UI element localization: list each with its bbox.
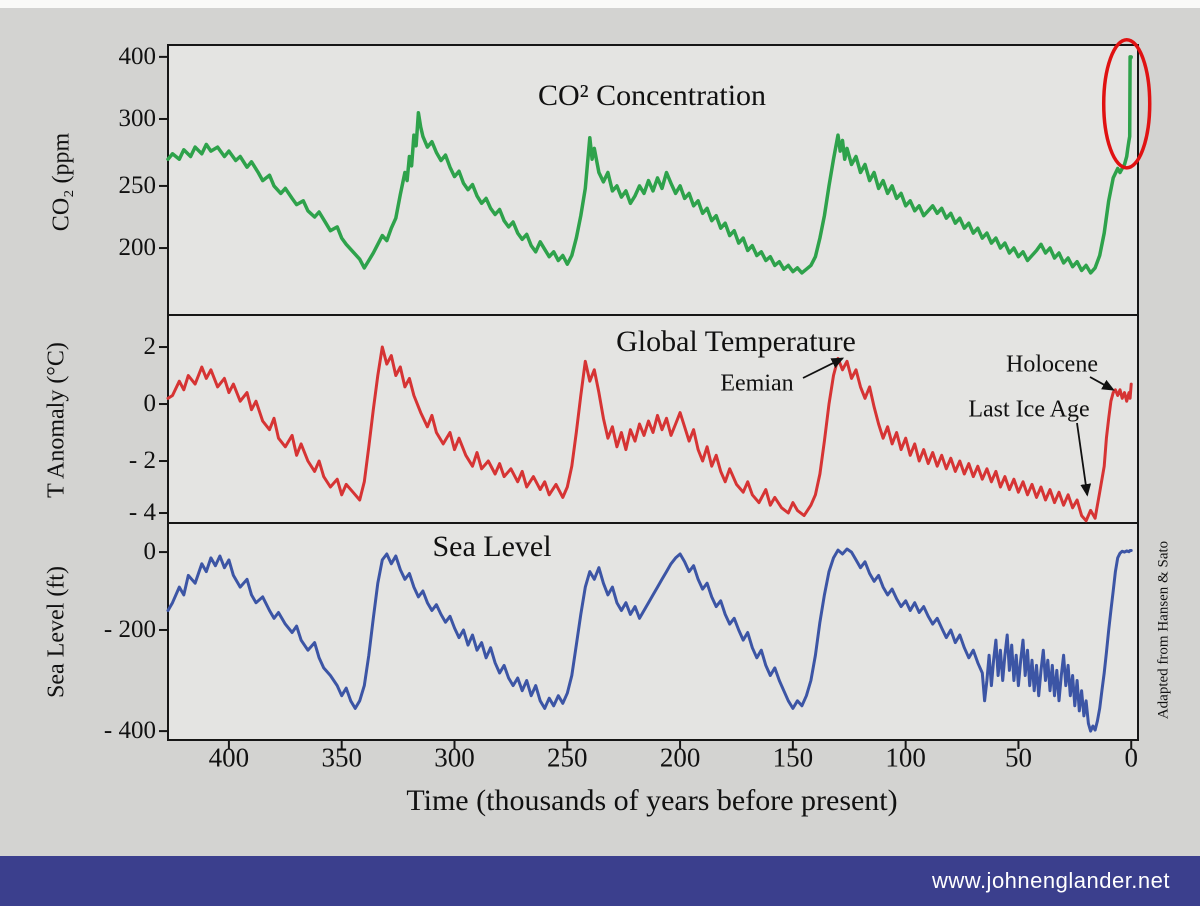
top-strip [0,0,1200,8]
co2-series-line [166,55,1133,275]
sea-panel-frame [167,522,1139,741]
co2-spike-highlight-ellipse [1101,37,1152,170]
temp-panel-frame [167,314,1139,524]
chart-canvas [159,37,1152,749]
annotation-arrow-holocene [1089,376,1115,391]
annotation-arrow-last-ice-age [1076,422,1092,497]
co2-panel-frame [167,44,1139,316]
sea-series-line [166,547,1133,733]
footer-bar: www.johnenglander.net [0,856,1200,906]
temp-series-line [166,345,1133,523]
website-link[interactable]: www.johnenglander.net [932,868,1170,893]
annotation-arrow-eemian [802,357,845,379]
